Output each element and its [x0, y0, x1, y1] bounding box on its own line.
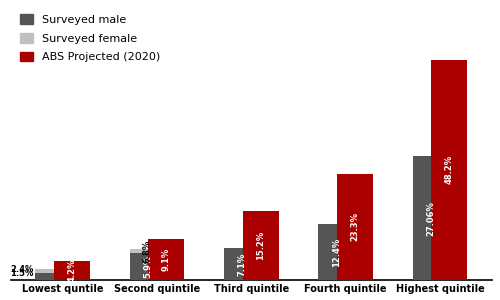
- Text: 2.4%: 2.4%: [10, 265, 34, 274]
- Bar: [432, 60, 468, 280]
- Bar: [243, 211, 278, 280]
- Text: 27.06%: 27.06%: [426, 201, 435, 236]
- Bar: [148, 238, 184, 280]
- Text: 48.2%: 48.2%: [445, 155, 454, 184]
- Bar: [35, 269, 71, 273]
- Text: 15.2%: 15.2%: [256, 231, 265, 260]
- Text: 4.2%: 4.2%: [68, 259, 76, 282]
- Text: 6.8%: 6.8%: [143, 240, 152, 263]
- Text: 5.9%: 5.9%: [143, 255, 152, 278]
- Text: 1.5%: 1.5%: [10, 269, 34, 278]
- Text: 7.1%: 7.1%: [238, 252, 246, 276]
- Bar: [224, 248, 260, 280]
- Bar: [412, 156, 448, 280]
- Text: 9.1%: 9.1%: [162, 248, 171, 271]
- Bar: [130, 253, 166, 280]
- Bar: [35, 273, 71, 280]
- Bar: [54, 261, 90, 280]
- Bar: [337, 174, 373, 280]
- Text: 12.4%: 12.4%: [332, 237, 340, 266]
- Bar: [130, 249, 166, 253]
- Text: 23.3%: 23.3%: [350, 212, 360, 242]
- Bar: [318, 224, 354, 280]
- Legend: Surveyed male, Surveyed female, ABS Projected (2020): Surveyed male, Surveyed female, ABS Proj…: [16, 11, 164, 66]
